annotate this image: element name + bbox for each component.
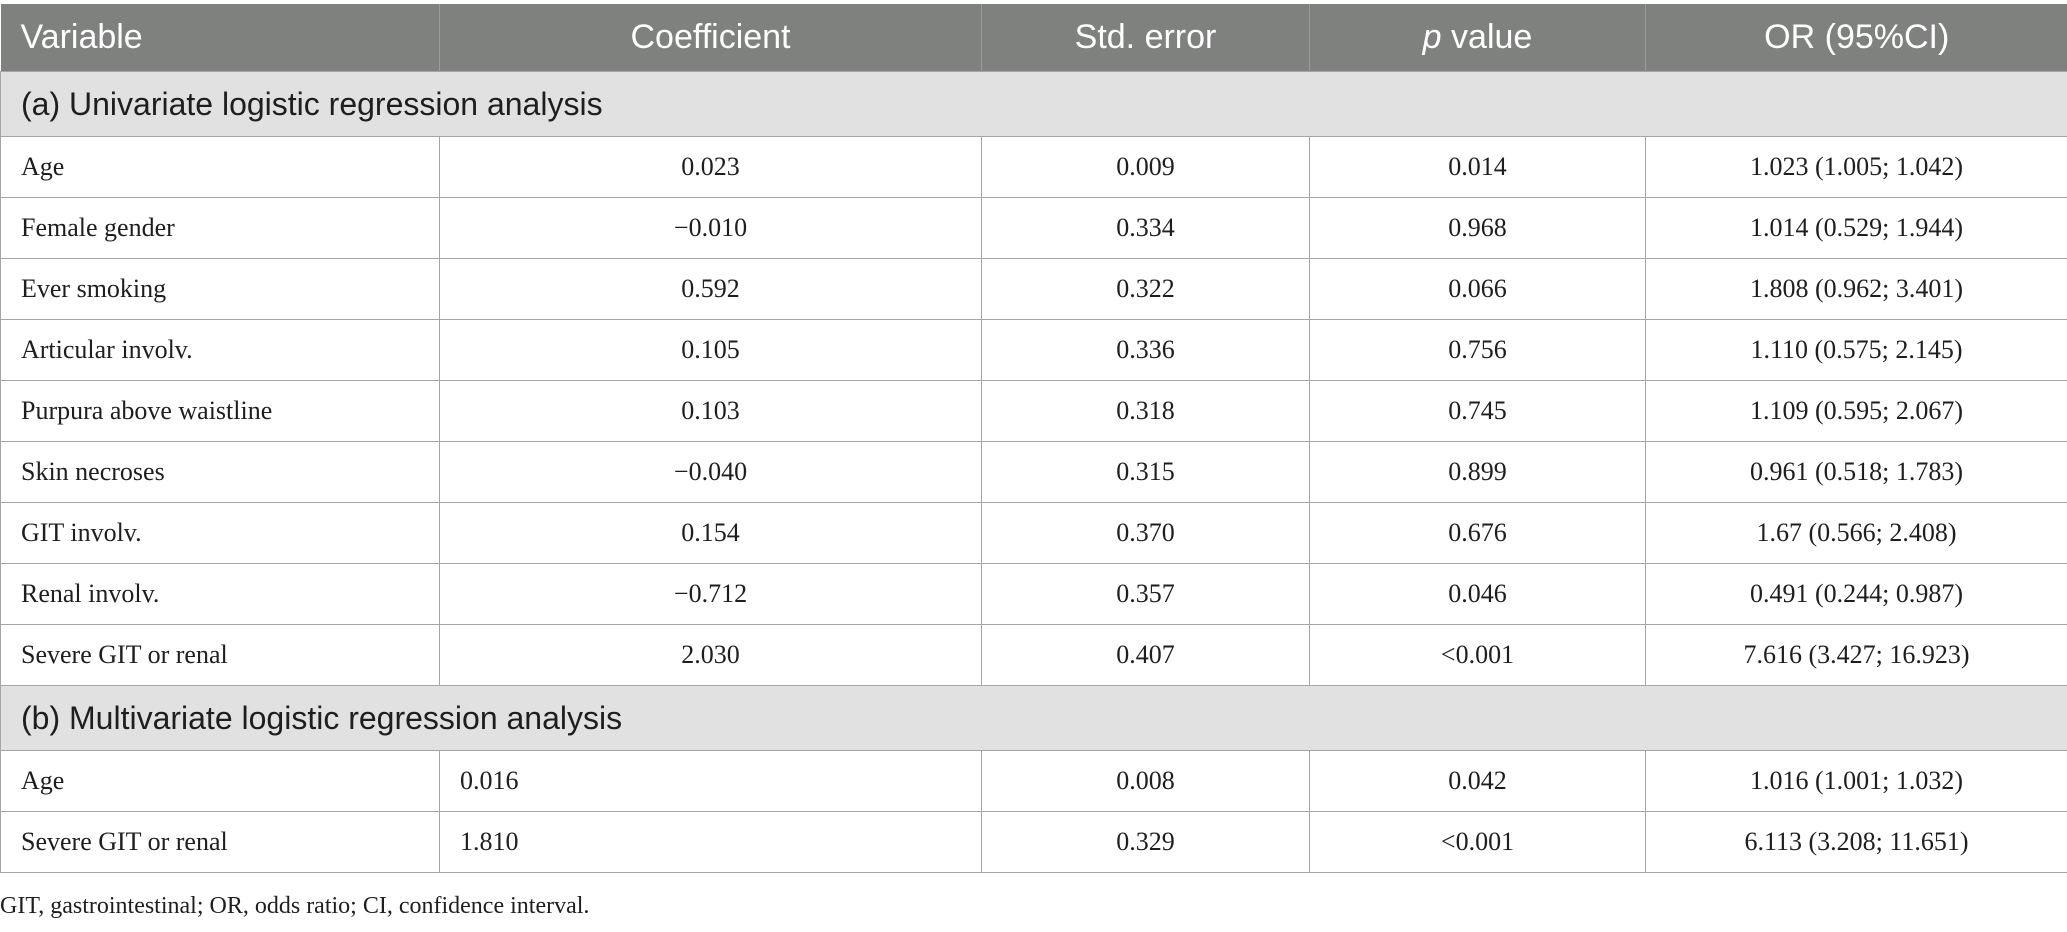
cell-p-value: 0.042 (1309, 750, 1646, 812)
cell-variable: Renal involv. (0, 563, 440, 625)
cell-variable: Purpura above waistline (0, 380, 440, 442)
cell-coefficient: 0.105 (439, 319, 982, 381)
results-table-container: Variable Coefficient Std. error p value … (0, 4, 2067, 873)
section-univariate-rows: Age 0.023 0.009 0.014 1.023 (1.005; 1.04… (0, 136, 2067, 686)
cell-std-error: 0.329 (981, 811, 1310, 873)
cell-or: 1.67 (0.566; 2.408) (1645, 502, 2067, 564)
table-header: Variable Coefficient Std. error p value … (0, 4, 2067, 72)
header-p-italic: p (1422, 18, 1442, 56)
table-row: Purpura above waistline 0.103 0.318 0.74… (0, 380, 2067, 442)
cell-or: 1.014 (0.529; 1.944) (1645, 197, 2067, 259)
table-row: Age 0.016 0.008 0.042 1.016 (1.001; 1.03… (0, 750, 2067, 812)
cell-variable: Severe GIT or renal (0, 624, 440, 686)
cell-coefficient: 0.154 (439, 502, 982, 564)
section-multivariate-rows: Age 0.016 0.008 0.042 1.016 (1.001; 1.03… (0, 750, 2067, 873)
section-multivariate-header: (b) Multivariate logistic regression ana… (0, 685, 2067, 751)
cell-or: 1.023 (1.005; 1.042) (1645, 136, 2067, 198)
header-row: Variable Coefficient Std. error p value … (0, 4, 2067, 72)
cell-variable: Skin necroses (0, 441, 440, 503)
section-title: (b) Multivariate logistic regression ana… (0, 685, 2067, 751)
table-row: Articular involv. 0.105 0.336 0.756 1.11… (0, 319, 2067, 381)
cell-coefficient: −0.040 (439, 441, 982, 503)
cell-coefficient: 1.810 (439, 811, 982, 873)
cell-p-value: 0.745 (1309, 380, 1646, 442)
cell-coefficient: 0.103 (439, 380, 982, 442)
cell-std-error: 0.322 (981, 258, 1310, 320)
cell-or: 6.113 (3.208; 11.651) (1645, 811, 2067, 873)
table-row: Severe GIT or renal 2.030 0.407 <0.001 7… (0, 624, 2067, 686)
cell-or: 1.109 (0.595; 2.067) (1645, 380, 2067, 442)
cell-std-error: 0.009 (981, 136, 1310, 198)
header-coefficient: Coefficient (439, 4, 982, 72)
cell-p-value: 0.046 (1309, 563, 1646, 625)
table-row: GIT involv. 0.154 0.370 0.676 1.67 (0.56… (0, 502, 2067, 564)
cell-p-value: <0.001 (1309, 624, 1646, 686)
cell-coefficient: 0.592 (439, 258, 982, 320)
cell-std-error: 0.407 (981, 624, 1310, 686)
header-variable: Variable (0, 4, 440, 72)
cell-or: 1.110 (0.575; 2.145) (1645, 319, 2067, 381)
cell-p-value: 0.066 (1309, 258, 1646, 320)
cell-std-error: 0.334 (981, 197, 1310, 259)
header-p-value: p value (1309, 4, 1646, 72)
logistic-regression-table: Variable Coefficient Std. error p value … (0, 4, 2067, 873)
table-row: Female gender −0.010 0.334 0.968 1.014 (… (0, 197, 2067, 259)
cell-variable: Articular involv. (0, 319, 440, 381)
cell-coefficient: −0.010 (439, 197, 982, 259)
cell-variable: Ever smoking (0, 258, 440, 320)
cell-variable: Age (0, 750, 440, 812)
cell-coefficient: −0.712 (439, 563, 982, 625)
table-row: Age 0.023 0.009 0.014 1.023 (1.005; 1.04… (0, 136, 2067, 198)
table-row: Renal involv. −0.712 0.357 0.046 0.491 (… (0, 563, 2067, 625)
cell-coefficient: 0.016 (439, 750, 982, 812)
cell-variable: Age (0, 136, 440, 198)
table-footnote: GIT, gastrointestinal; OR, odds ratio; C… (0, 893, 590, 919)
header-p-rest: value (1441, 18, 1533, 56)
cell-variable: GIT involv. (0, 502, 440, 564)
cell-variable: Female gender (0, 197, 440, 259)
cell-p-value: 0.968 (1309, 197, 1646, 259)
cell-coefficient: 2.030 (439, 624, 982, 686)
cell-std-error: 0.336 (981, 319, 1310, 381)
cell-p-value: <0.001 (1309, 811, 1646, 873)
header-std-error: Std. error (981, 4, 1310, 72)
cell-std-error: 0.315 (981, 441, 1310, 503)
cell-or: 0.961 (0.518; 1.783) (1645, 441, 2067, 503)
header-or: OR (95%CI) (1645, 4, 2067, 72)
cell-std-error: 0.008 (981, 750, 1310, 812)
cell-p-value: 0.676 (1309, 502, 1646, 564)
cell-p-value: 0.756 (1309, 319, 1646, 381)
table-row: Severe GIT or renal 1.810 0.329 <0.001 6… (0, 811, 2067, 873)
cell-variable: Severe GIT or renal (0, 811, 440, 873)
section-title: (a) Univariate logistic regression analy… (0, 71, 2067, 137)
cell-or: 7.616 (3.427; 16.923) (1645, 624, 2067, 686)
cell-std-error: 0.318 (981, 380, 1310, 442)
cell-p-value: 0.899 (1309, 441, 1646, 503)
cell-coefficient: 0.023 (439, 136, 982, 198)
table-row: Skin necroses −0.040 0.315 0.899 0.961 (… (0, 441, 2067, 503)
cell-p-value: 0.014 (1309, 136, 1646, 198)
cell-or: 1.016 (1.001; 1.032) (1645, 750, 2067, 812)
table-row: Ever smoking 0.592 0.322 0.066 1.808 (0.… (0, 258, 2067, 320)
cell-std-error: 0.370 (981, 502, 1310, 564)
cell-or: 0.491 (0.244; 0.987) (1645, 563, 2067, 625)
cell-or: 1.808 (0.962; 3.401) (1645, 258, 2067, 320)
section-univariate-header: (a) Univariate logistic regression analy… (0, 71, 2067, 137)
cell-std-error: 0.357 (981, 563, 1310, 625)
